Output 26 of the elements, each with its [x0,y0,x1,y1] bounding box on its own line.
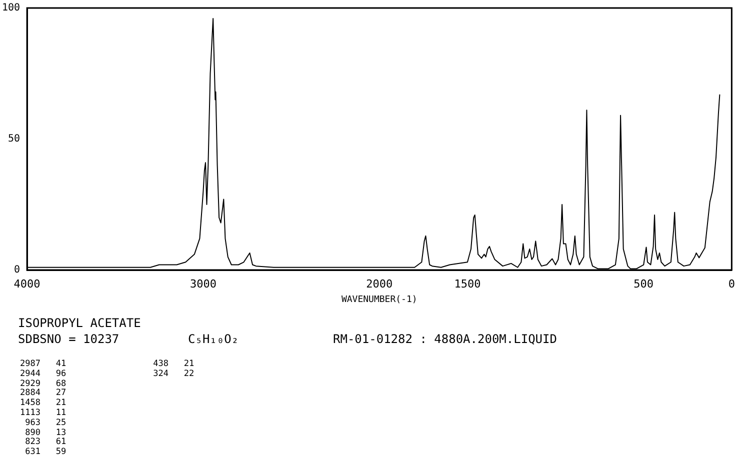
y-tick-label: 50 [8,134,20,145]
x-axis-title: WAVENUMBER(-1) [341,294,418,305]
x-tick-label: 1500 [454,277,481,290]
text: 2929 68 [20,378,68,389]
text: 324 22 [152,368,196,380]
text: 2884 27 [20,388,68,398]
text: 2987 41 [20,359,68,370]
text: 2944 96 [20,368,68,380]
y-tick-label: 0 [14,264,20,276]
text: 963 25 [24,418,68,428]
text: 438 21 [152,359,196,370]
text: 823 61 [24,437,68,448]
text: ISOPROPYL ACETATE [18,316,141,330]
text: 631 59 [24,447,68,457]
text: RM-01-01282 : 4880A.200M.LIQUID [333,332,558,346]
text: 890 13 [24,428,68,438]
text: 1113 11 [20,408,68,418]
x-tick-label: 0 [728,277,735,290]
x-tick-label: 2000 [366,277,393,290]
x-tick-label: 500 [634,277,654,290]
text: 1458 21 [20,398,68,408]
x-tick-label: 3000 [190,277,216,290]
x-tick-label: 4000 [14,277,40,290]
y-tick-label: 100 [2,2,20,14]
text: C₅H₁₀O₂ [188,332,240,346]
text: SDBSNO = 10237 [18,332,120,346]
